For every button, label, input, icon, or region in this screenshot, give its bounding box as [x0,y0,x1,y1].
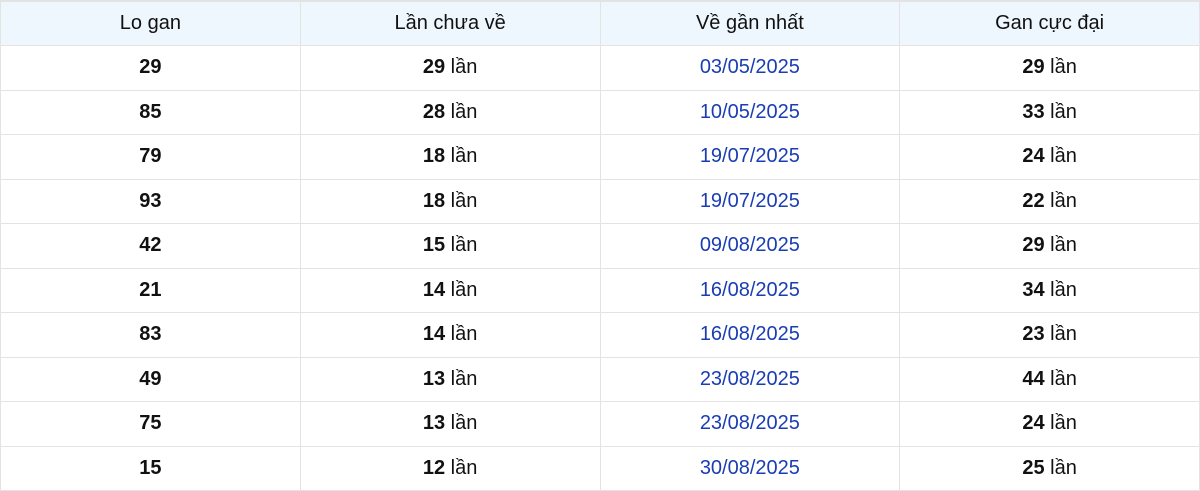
lan-chua-ve-cell: 18 lần [299,134,601,180]
ve-gan-nhat-date: 19/07/2025 [599,178,901,224]
gan-cuc-dai-cell-value: 33 [1022,100,1045,123]
gan-cuc-dai-cell-value: 44 [1022,367,1045,390]
table-row: 21 14 lần 16/08/2025 34 lần [0,267,1200,313]
gan-cuc-dai-cell: 29 lần [899,45,1200,91]
gan-cuc-dai-cell-value: 23 [1022,323,1045,346]
gan-cuc-dai-cell: 22 lần [899,178,1200,224]
unit-label: lần [1050,234,1077,257]
lan-chua-ve-cell: 15 lần [299,223,601,269]
unit-label: lần [1050,367,1077,390]
lan-chua-ve-cell-value: 14 [422,278,446,301]
table-row: 29 29 lần 03/05/2025 29 lần [0,45,1200,91]
lan-chua-ve-cell: 29 lần [299,45,601,91]
lan-chua-ve-cell-value: 18 [422,145,446,168]
unit-label: lần [1050,323,1077,346]
gan-cuc-dai-cell-value: 34 [1022,278,1045,301]
lo-number: 29 [0,45,301,91]
gan-cuc-dai-cell-value: 25 [1022,456,1045,479]
unit-label: lần [450,367,478,390]
gan-cuc-dai-cell: 25 lần [899,445,1200,491]
unit-label: lần [450,100,478,123]
table-row: 75 13 lần 23/08/2025 24 lần [0,401,1200,447]
unit-label: lần [450,145,478,168]
ve-gan-nhat-date: 23/08/2025 [599,356,901,402]
gan-cuc-dai-cell-value: 24 [1022,412,1045,435]
lo-number: 42 [0,223,301,269]
lan-chua-ve-cell-value: 29 [422,56,446,79]
gan-cuc-dai-cell-value: 29 [1022,56,1045,79]
ve-gan-nhat-date: 16/08/2025 [599,312,901,358]
table-row: 83 14 lần 16/08/2025 23 lần [0,312,1200,358]
gan-cuc-dai-cell: 24 lần [899,134,1200,180]
ve-gan-nhat-date: 10/05/2025 [599,89,901,135]
lo-number: 21 [0,267,301,313]
gan-cuc-dai-cell-value: 29 [1022,234,1045,257]
lan-chua-ve-cell: 13 lần [299,401,601,447]
lo-number: 49 [0,356,301,402]
lan-chua-ve-cell: 13 lần [299,356,601,402]
gan-cuc-dai-cell: 29 lần [899,223,1200,269]
lan-chua-ve-cell-value: 13 [422,412,446,435]
table-header-row: Lo gan Lần chưa về Về gần nhất Gan cực đ… [0,0,1200,46]
table-row: 15 12 lần 30/08/2025 25 lần [0,445,1200,491]
unit-label: lần [1050,56,1077,79]
lan-chua-ve-cell-value: 14 [422,323,446,346]
lan-chua-ve-cell: 14 lần [299,312,601,358]
gan-cuc-dai-cell-value: 24 [1022,145,1045,168]
unit-label: lần [450,323,478,346]
gan-cuc-dai-cell: 23 lần [899,312,1200,358]
header-lo-gan: Lo gan [0,0,301,46]
lo-number: 93 [0,178,301,224]
table-row: 85 28 lần 10/05/2025 33 lần [0,89,1200,135]
ve-gan-nhat-date: 03/05/2025 [599,45,901,91]
lan-chua-ve-cell-value: 18 [422,189,446,212]
table-row: 49 13 lần 23/08/2025 44 lần [0,356,1200,402]
unit-label: lần [450,412,478,435]
ve-gan-nhat-date: 23/08/2025 [599,401,901,447]
unit-label: lần [1050,456,1077,479]
gan-cuc-dai-cell: 24 lần [899,401,1200,447]
unit-label: lần [450,189,478,212]
ve-gan-nhat-date: 16/08/2025 [599,267,901,313]
unit-label: lần [450,456,478,479]
lo-number: 79 [0,134,301,180]
lo-number: 15 [0,445,301,491]
ve-gan-nhat-date: 30/08/2025 [599,445,901,491]
header-gan-cuc-dai: Gan cực đại [899,0,1200,46]
lo-number: 75 [0,401,301,447]
lan-chua-ve-cell: 18 lần [299,178,601,224]
lan-chua-ve-cell-value: 28 [422,100,446,123]
gan-cuc-dai-cell: 34 lần [899,267,1200,313]
lan-chua-ve-cell: 12 lần [299,445,601,491]
lan-chua-ve-cell-value: 12 [422,456,446,479]
header-lan-chua-ve: Lần chưa về [299,0,601,46]
unit-label: lần [1050,412,1077,435]
lan-chua-ve-cell-value: 15 [422,234,446,257]
gan-cuc-dai-cell: 44 lần [899,356,1200,402]
lan-chua-ve-cell: 14 lần [299,267,601,313]
unit-label: lần [1050,189,1077,212]
lan-chua-ve-cell-value: 13 [422,367,446,390]
lan-chua-ve-cell: 28 lần [299,89,601,135]
unit-label: lần [450,278,478,301]
unit-label: lần [1050,278,1077,301]
header-ve-gan-nhat: Về gần nhất [599,0,901,46]
gan-cuc-dai-cell-value: 22 [1022,189,1045,212]
ve-gan-nhat-date: 19/07/2025 [599,134,901,180]
lo-number: 83 [0,312,301,358]
unit-label: lần [450,56,478,79]
ve-gan-nhat-date: 09/08/2025 [599,223,901,269]
gan-cuc-dai-cell: 33 lần [899,89,1200,135]
lo-number: 85 [0,89,301,135]
table-row: 93 18 lần 19/07/2025 22 lần [0,178,1200,224]
table-row: 42 15 lần 09/08/2025 29 lần [0,223,1200,269]
unit-label: lần [1050,145,1077,168]
table-row: 79 18 lần 19/07/2025 24 lần [0,134,1200,180]
unit-label: lần [1050,100,1077,123]
unit-label: lần [450,234,478,257]
